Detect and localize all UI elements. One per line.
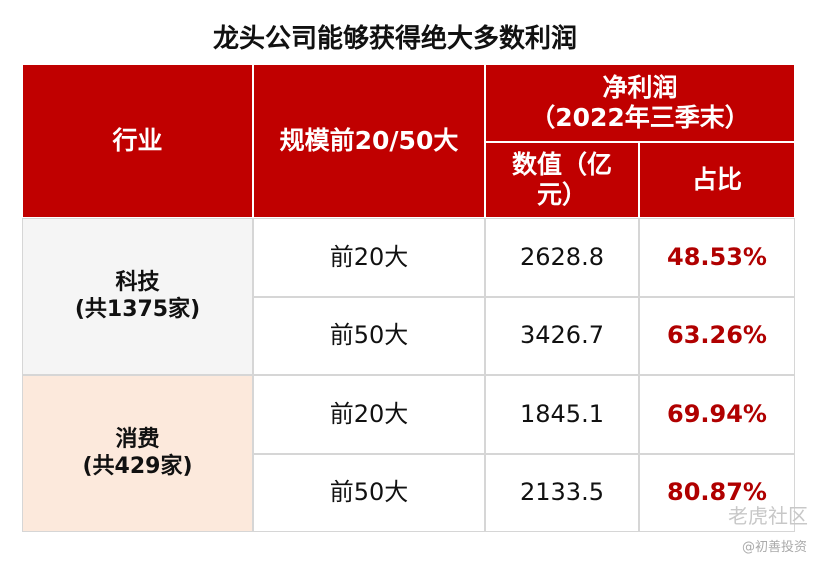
table-cell: 前20大 <box>253 375 485 454</box>
table-cell: 前50大 <box>253 296 485 375</box>
table-cell: 48.53% <box>639 218 795 297</box>
header-cell: 净利润 （2022年三季末） <box>485 64 795 142</box>
title: 龙头公司能够获得绝大多数利润 <box>212 24 577 54</box>
header-cell: 占比 <box>639 142 795 218</box>
table-cell: 2133.5 <box>485 453 639 532</box>
header-cell: 规模前20/50大 <box>253 64 485 218</box>
watermark-author: @初善投资 <box>742 540 808 555</box>
group-cell: 科技 (共1375家) <box>22 218 253 375</box>
table-cell: 3426.7 <box>485 296 639 375</box>
group-cell: 消费 (共429家) <box>22 375 253 532</box>
table-cell: 前20大 <box>253 218 485 297</box>
header-cell: 数值（亿 元） <box>485 142 639 218</box>
table-cell: 69.94% <box>639 375 795 454</box>
table-cell: 前50大 <box>253 453 485 532</box>
watermark-brand: 老虎社区 <box>728 504 808 528</box>
table-cell: 2628.8 <box>485 218 639 297</box>
table-cell: 63.26% <box>639 296 795 375</box>
table-cell: 80.87% <box>639 453 795 532</box>
header-cell: 行业 <box>22 64 253 218</box>
table-cell: 1845.1 <box>485 375 639 454</box>
